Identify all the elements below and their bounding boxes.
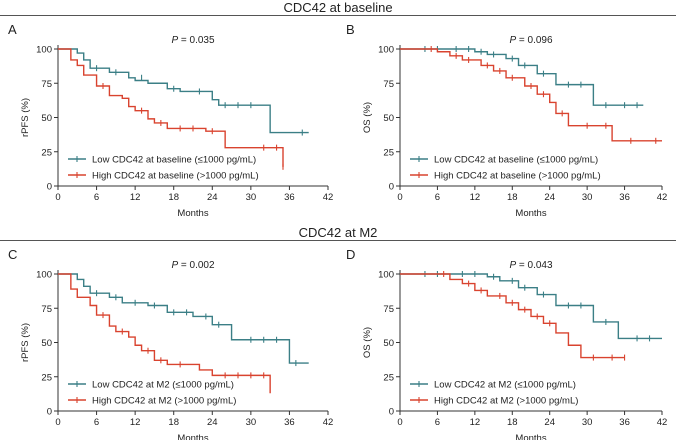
x-tick-label: 18 [168,417,179,428]
section-title-baseline: CDC42 at baseline [283,0,393,15]
x-tick-label: 42 [657,192,668,203]
y-tick-label: 25 [41,147,52,158]
survival-curve-low [400,273,662,340]
p-value-label: P = 0.043 [509,260,553,271]
y-tick-label: 100 [36,45,52,56]
x-tick-label: 24 [207,192,218,203]
x-tick-label: 36 [284,192,295,203]
y-tick-label: 25 [383,372,394,383]
x-tick-label: 30 [582,417,593,428]
x-tick-label: 30 [582,192,593,203]
legend-label-high: High CDC42 at M2 (>1000 pg/mL) [92,396,236,407]
panel-letter-c: C [8,247,18,262]
km-chart-c: 0 25 50 75 100 0 6 12 18 24 30 36 42 Months rPFS (%) P … [20,260,334,440]
y-tick-label: 25 [41,372,52,383]
survival-curve-high [400,273,625,359]
panel-letter-b: B [346,22,355,37]
section-divider-m2 [0,240,676,241]
x-tick-label: 6 [94,417,99,428]
y-axis-title: OS (%) [362,102,373,133]
x-tick-label: 24 [207,417,218,428]
x-tick-label: 36 [619,192,630,203]
x-tick-label: 6 [435,417,440,428]
y-tick-label: 100 [378,270,394,281]
y-tick-label: 0 [389,407,394,418]
km-chart-b: 0 25 50 75 100 0 6 12 18 24 30 36 42 Months OS (%) P = … [362,35,668,219]
y-tick-label: 75 [41,304,52,315]
y-tick-label: 50 [383,113,394,124]
y-tick-label: 75 [383,304,394,315]
x-axis-title: Months [515,433,546,440]
x-tick-label: 12 [130,417,141,428]
survival-curve-high [58,48,284,167]
x-tick-label: 30 [246,192,257,203]
y-tick-label: 100 [36,270,52,281]
legend-label-high: High CDC42 at M2 (>1000 pg/mL) [434,396,578,407]
x-tick-label: 0 [55,417,60,428]
x-tick-label: 12 [470,417,481,428]
x-tick-label: 6 [435,192,440,203]
y-tick-label: 50 [41,113,52,124]
x-tick-label: 42 [657,417,668,428]
p-value-label: P = 0.002 [171,260,215,271]
x-tick-label: 0 [397,192,402,203]
p-value-label: P = 0.096 [509,35,553,46]
x-tick-label: 18 [168,192,179,203]
km-chart-d: 0 25 50 75 100 0 6 12 18 24 30 36 42 Months OS (%) P = … [362,260,668,440]
x-tick-label: 6 [94,192,99,203]
legend-label-high: High CDC42 at baseline (>1000 pg/mL) [92,171,259,182]
y-tick-label: 75 [41,79,52,90]
x-axis-title: Months [515,208,546,219]
x-tick-label: 0 [397,417,402,428]
survival-curve-high [400,48,662,142]
x-tick-label: 42 [323,192,334,203]
x-tick-label: 36 [284,417,295,428]
x-tick-label: 30 [246,417,257,428]
section-divider-baseline [0,15,676,16]
panel-letter-d: D [346,247,356,262]
x-tick-label: 12 [130,192,141,203]
legend-label-high: High CDC42 at baseline (>1000 pg/mL) [434,171,601,182]
legend-label-low: Low CDC42 at baseline (≤1000 pg/mL) [92,155,256,166]
y-tick-label: 0 [389,182,394,193]
y-tick-label: 0 [47,182,52,193]
section-title-m2: CDC42 at M2 [298,225,378,240]
survival-curve-low [58,273,309,364]
survival-curve-high [58,273,271,394]
y-tick-label: 50 [383,338,394,349]
y-tick-label: 50 [41,338,52,349]
y-axis-title: rPFS (%) [20,98,31,137]
legend-label-low: Low CDC42 at M2 (≤1000 pg/mL) [92,380,234,391]
y-tick-label: 75 [383,79,394,90]
legend-label-low: Low CDC42 at M2 (≤1000 pg/mL) [434,380,576,391]
x-tick-label: 36 [619,417,630,428]
y-tick-label: 0 [47,407,52,418]
x-tick-label: 18 [507,417,518,428]
legend-label-low: Low CDC42 at baseline (≤1000 pg/mL) [434,155,598,166]
x-axis-title: Months [177,433,208,440]
x-tick-label: 0 [55,192,60,203]
x-tick-label: 24 [544,192,555,203]
x-axis-title: Months [177,208,208,219]
x-tick-label: 12 [470,192,481,203]
x-tick-label: 42 [323,417,334,428]
x-tick-label: 24 [544,417,555,428]
y-tick-label: 25 [383,147,394,158]
p-value-label: P = 0.035 [171,35,215,46]
survival-curve-low [58,48,309,134]
panel-letter-a: A [8,22,17,37]
y-tick-label: 100 [378,45,394,56]
y-axis-title: OS (%) [362,327,373,358]
x-tick-label: 18 [507,192,518,203]
y-axis-title: rPFS (%) [20,323,31,362]
km-chart-a: 0 25 50 75 100 0 6 12 18 24 30 36 42 Months rPFS (%) P … [20,35,334,219]
